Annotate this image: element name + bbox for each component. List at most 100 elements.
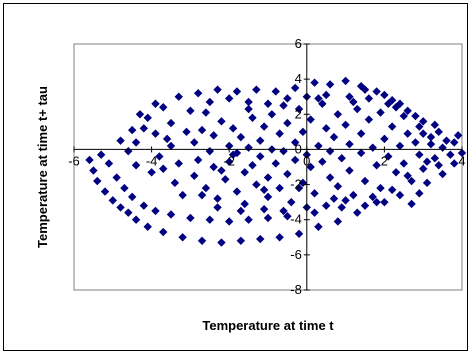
data-point xyxy=(345,139,354,149)
data-point xyxy=(403,129,412,138)
data-point xyxy=(197,236,207,245)
data-point xyxy=(244,215,253,224)
data-point xyxy=(159,227,168,237)
data-point xyxy=(120,183,129,193)
data-point xyxy=(236,132,246,142)
data-point xyxy=(96,150,106,159)
y-axis-title: Temperature at time t+ tau xyxy=(35,86,50,248)
x-axis-title: Temperature at time t xyxy=(202,318,334,333)
data-point xyxy=(85,155,94,165)
data-point xyxy=(170,178,180,188)
data-point xyxy=(131,215,141,224)
data-point xyxy=(306,115,315,124)
data-point xyxy=(310,78,319,87)
data-point xyxy=(93,176,102,186)
data-point xyxy=(430,120,440,130)
data-point xyxy=(411,111,420,121)
data-point xyxy=(384,152,393,161)
data-point xyxy=(263,192,273,202)
data-point xyxy=(248,113,257,122)
data-point xyxy=(372,87,381,96)
y-tick-label: -8 xyxy=(290,282,302,297)
data-point xyxy=(131,161,141,170)
data-point xyxy=(353,104,362,114)
data-point xyxy=(174,159,183,168)
data-point xyxy=(294,183,304,193)
data-point xyxy=(166,210,176,219)
data-point xyxy=(333,182,343,191)
data-point xyxy=(419,129,428,138)
data-point xyxy=(391,168,401,177)
data-point xyxy=(314,141,323,151)
data-point xyxy=(256,234,265,244)
data-point xyxy=(372,161,381,170)
y-tick-label: -4 xyxy=(290,212,302,227)
x-tick-label: 2 xyxy=(381,153,388,168)
data-point xyxy=(356,81,366,91)
data-point xyxy=(275,233,284,242)
data-point xyxy=(228,124,238,133)
data-point xyxy=(186,213,195,223)
data-point xyxy=(349,97,358,107)
data-point xyxy=(380,134,389,144)
data-point xyxy=(411,138,420,147)
data-point xyxy=(197,125,207,135)
data-point xyxy=(337,203,346,212)
data-point xyxy=(364,115,374,124)
data-point xyxy=(283,94,292,103)
data-point xyxy=(259,185,269,195)
data-point xyxy=(159,103,168,112)
data-point xyxy=(139,201,149,210)
data-point xyxy=(232,87,242,96)
data-point xyxy=(364,94,374,103)
data-point xyxy=(275,129,284,138)
data-point xyxy=(155,152,164,161)
data-point xyxy=(353,208,362,217)
data-point xyxy=(143,222,152,231)
y-tick-label: 4 xyxy=(295,71,302,86)
data-point xyxy=(213,194,222,203)
data-point xyxy=(403,106,412,115)
data-point xyxy=(325,173,335,182)
data-point xyxy=(337,154,346,163)
data-point xyxy=(217,117,226,126)
data-point xyxy=(341,76,350,86)
data-point xyxy=(422,178,432,188)
data-point xyxy=(434,127,443,137)
data-point xyxy=(228,150,238,159)
data-point xyxy=(240,168,249,177)
data-point xyxy=(419,164,428,173)
data-point xyxy=(178,233,187,242)
data-point xyxy=(209,131,218,140)
data-point xyxy=(306,162,315,172)
data-point xyxy=(275,183,284,193)
data-point xyxy=(100,187,110,196)
data-point xyxy=(124,208,133,217)
x-axis-ticks: -6 -4 -2 0 2 4 xyxy=(68,146,466,168)
data-point xyxy=(329,194,339,203)
data-point xyxy=(178,190,187,200)
data-point xyxy=(263,173,273,182)
data-point xyxy=(236,236,246,245)
data-point xyxy=(403,171,412,180)
data-point xyxy=(147,168,156,177)
data-point xyxy=(174,92,183,101)
y-tick-label: -6 xyxy=(290,247,302,262)
data-point xyxy=(387,96,397,105)
data-point xyxy=(380,197,389,207)
data-point xyxy=(399,159,408,168)
data-point xyxy=(387,185,397,195)
data-point xyxy=(419,117,428,126)
data-point xyxy=(205,215,214,224)
y-tick-label: -2 xyxy=(290,177,302,192)
data-point xyxy=(407,176,416,186)
data-point xyxy=(395,190,405,200)
data-point xyxy=(341,196,350,205)
data-point xyxy=(384,99,393,108)
data-point xyxy=(372,197,381,207)
data-point xyxy=(356,129,366,138)
y-tick-label: 6 xyxy=(295,36,302,51)
data-point xyxy=(259,204,269,214)
data-point xyxy=(438,169,447,179)
